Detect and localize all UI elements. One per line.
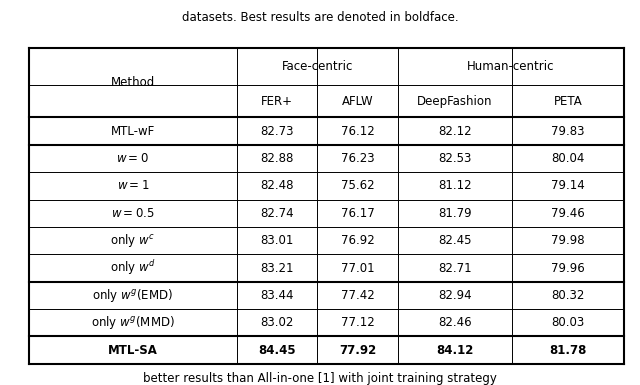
Text: datasets. Best results are denoted in boldface.: datasets. Best results are denoted in bo… <box>182 11 458 24</box>
Text: 77.92: 77.92 <box>339 344 376 357</box>
Text: 76.92: 76.92 <box>340 234 374 247</box>
Text: 82.94: 82.94 <box>438 289 472 302</box>
Text: 79.14: 79.14 <box>551 179 585 192</box>
Text: 75.62: 75.62 <box>340 179 374 192</box>
Text: 79.98: 79.98 <box>551 234 585 247</box>
Text: MTL-wF: MTL-wF <box>111 125 155 137</box>
Text: 77.12: 77.12 <box>340 316 374 329</box>
Text: MTL-SA: MTL-SA <box>108 344 157 357</box>
Text: PETA: PETA <box>554 95 582 107</box>
Text: 79.96: 79.96 <box>551 261 585 275</box>
Text: $w = 0$: $w = 0$ <box>116 152 149 165</box>
Text: DeepFashion: DeepFashion <box>417 95 493 107</box>
Text: Face-centric: Face-centric <box>282 60 353 73</box>
Text: 82.53: 82.53 <box>438 152 472 165</box>
Text: 82.48: 82.48 <box>260 179 294 192</box>
Text: better results than All-in-one [1] with joint training strategy: better results than All-in-one [1] with … <box>143 372 497 385</box>
Text: only $w^c$: only $w^c$ <box>110 232 156 249</box>
Text: 83.44: 83.44 <box>260 289 294 302</box>
Text: 81.12: 81.12 <box>438 179 472 192</box>
Text: only $w^g$(MMD): only $w^g$(MMD) <box>91 314 175 331</box>
Text: 80.32: 80.32 <box>551 289 585 302</box>
Text: 84.45: 84.45 <box>258 344 296 357</box>
Text: 83.01: 83.01 <box>260 234 294 247</box>
Text: 82.73: 82.73 <box>260 125 294 137</box>
Text: 84.12: 84.12 <box>436 344 474 357</box>
Text: only $w^d$: only $w^d$ <box>110 259 156 278</box>
Text: 82.74: 82.74 <box>260 207 294 220</box>
Text: FER+: FER+ <box>261 95 293 107</box>
Text: 80.03: 80.03 <box>552 316 584 329</box>
Text: 77.42: 77.42 <box>340 289 374 302</box>
Text: 83.21: 83.21 <box>260 261 294 275</box>
Text: 82.88: 82.88 <box>260 152 294 165</box>
Text: 81.78: 81.78 <box>549 344 587 357</box>
Text: 82.71: 82.71 <box>438 261 472 275</box>
Text: 82.46: 82.46 <box>438 316 472 329</box>
Text: 79.46: 79.46 <box>551 207 585 220</box>
Text: $w = 1$: $w = 1$ <box>116 179 149 192</box>
Text: 83.02: 83.02 <box>260 316 294 329</box>
Text: 76.12: 76.12 <box>340 125 374 137</box>
Text: $w = 0.5$: $w = 0.5$ <box>111 207 155 220</box>
Text: Human-centric: Human-centric <box>467 60 555 73</box>
Text: 77.01: 77.01 <box>340 261 374 275</box>
Text: 80.04: 80.04 <box>551 152 585 165</box>
Text: 76.23: 76.23 <box>340 152 374 165</box>
Text: 82.45: 82.45 <box>438 234 472 247</box>
Text: Method: Method <box>111 76 155 89</box>
Text: 81.79: 81.79 <box>438 207 472 220</box>
Text: 76.17: 76.17 <box>340 207 374 220</box>
Text: only $w^g$(EMD): only $w^g$(EMD) <box>92 287 173 304</box>
Text: 79.83: 79.83 <box>551 125 585 137</box>
Text: 82.12: 82.12 <box>438 125 472 137</box>
Text: AFLW: AFLW <box>342 95 373 107</box>
